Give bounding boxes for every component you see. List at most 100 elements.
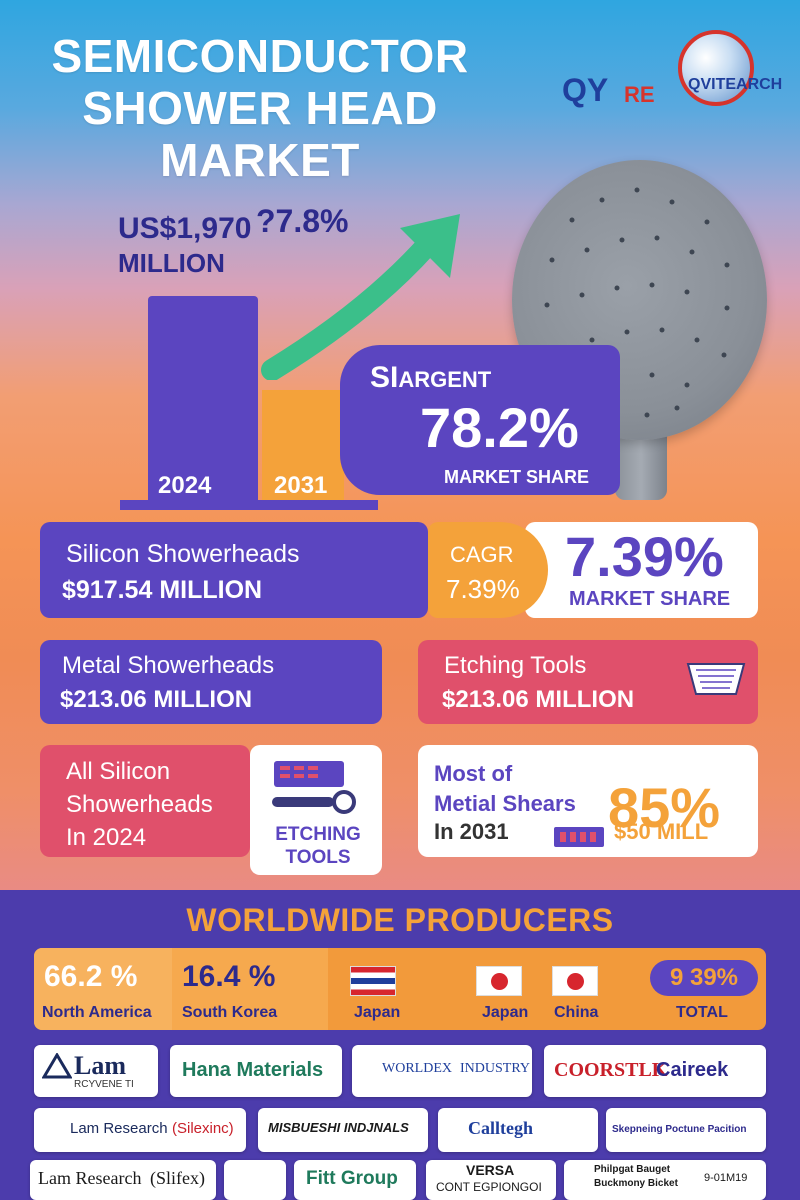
company-logo-mitsubishi: MISBUESHI INDJNALS xyxy=(258,1108,428,1152)
bar-2024-label: 2024 xyxy=(158,472,212,499)
lam-logo-icon xyxy=(42,1053,72,1079)
producers-strip: 66.2 % North America 16.4 % South Korea … xyxy=(34,948,766,1030)
company-name: Hana Materials xyxy=(182,1059,324,1081)
title-line-2: SHOWER HEAD xyxy=(82,82,438,134)
etching-tools-illustration-card: ETCHING TOOLS xyxy=(250,745,382,875)
company-logo-hana: Hana Materials xyxy=(170,1045,342,1097)
metal-showerheads-value: $213.06 MILLION xyxy=(60,686,253,713)
company-logo-philpgat: Philpgat Bauget Buckmony Bicket 9-01M19 xyxy=(564,1160,766,1200)
company-subname: Caireek xyxy=(656,1059,729,1081)
region-name: South Korea xyxy=(182,1004,278,1021)
total-label: TOTAL xyxy=(676,1004,728,1021)
etching-tools-name: Etching Tools xyxy=(444,652,587,679)
market-share-label: MARKET SHARE xyxy=(569,588,731,610)
market-share-value: 7.39% xyxy=(565,525,724,588)
bar-2031-label: 2031 xyxy=(274,472,328,499)
headline-cagr: ?7.8% xyxy=(256,203,349,239)
title-line-1: SEMICONDUCTOR xyxy=(51,30,469,82)
silicon-showerheads-value: $917.54 MILLION xyxy=(62,576,263,604)
company-subname: Buckmony Bicket xyxy=(594,1178,678,1189)
logo-re: RE xyxy=(624,82,655,107)
bar-2024: 2024 xyxy=(148,296,258,504)
company-logo-worldex: WORLDEX INDUSTRY xyxy=(352,1045,532,1097)
qyresearch-logo: QY RE QVITEARCH xyxy=(560,30,790,120)
company-name: Calltegh xyxy=(468,1118,533,1138)
company-subname: CONT EGPIONGOI xyxy=(436,1180,542,1194)
etching-tools-caption-line2: TOOLS xyxy=(285,847,351,868)
metal-shears-year: In 2031 xyxy=(434,819,509,844)
metal-shears-card: Most of Metial Shears In 2031 85% $50 MI… xyxy=(418,745,758,857)
etching-tools-card: Etching Tools $213.06 MILLION xyxy=(418,640,758,724)
company-logo-lam-slifex: Lam Research (Slifex) xyxy=(30,1160,216,1200)
metal-shears-line2: Metial Shears xyxy=(434,791,576,816)
company-name: Lam xyxy=(74,1051,126,1080)
cagr-label: CAGR xyxy=(450,542,514,567)
all-silicon-card: All Silicon Showerheads In 2024 xyxy=(40,745,250,857)
company-name: WORLDEX xyxy=(382,1061,452,1076)
company-name: Skepneing Poctune Pacition xyxy=(612,1124,747,1135)
company-name: Lam Research xyxy=(38,1168,142,1188)
market-size-unit: MILLION xyxy=(118,248,225,278)
company-logo-versa: VERSA CONT EGPIONGOI xyxy=(426,1160,556,1200)
region-japan: Japan xyxy=(328,948,444,1030)
cagr-value: 7.39% xyxy=(446,574,520,604)
total-pct: 9 39% xyxy=(650,960,758,996)
all-silicon-text: All Silicon Showerheads In 2024 xyxy=(66,755,213,854)
region-china: China xyxy=(530,948,646,1030)
company-subname: INDUSTRY xyxy=(460,1061,531,1076)
company-code: 9-01M19 xyxy=(704,1172,748,1184)
company-logo-fitt: Fitt Group xyxy=(294,1160,416,1200)
siargent-name-b: ARGENT xyxy=(398,367,492,392)
company-subname: RCYVENE TI xyxy=(74,1079,134,1090)
region-north-america: 66.2 % North America xyxy=(34,948,172,1030)
bar-baseline xyxy=(120,500,378,510)
metal-shears-text: Most of Metial Shears xyxy=(434,759,576,819)
siargent-share-label: MARKET SHARE xyxy=(444,467,590,487)
producers-title: WORLDWIDE PRODUCERS xyxy=(186,902,614,938)
metal-showerheads-name: Metal Showerheads xyxy=(62,652,275,679)
region-name: Japan xyxy=(354,1004,401,1021)
cagr-pill: CAGR 7.39% xyxy=(428,522,548,618)
company-logo-small xyxy=(224,1160,286,1200)
etching-tool-icon xyxy=(686,663,746,695)
company-name: Fitt Group xyxy=(306,1168,398,1189)
company-logo-coorstek: COORSTLK Caireek xyxy=(544,1045,766,1097)
region-pct: 16.4 % xyxy=(182,960,276,993)
region-name: China xyxy=(554,1004,599,1021)
etching-tool-icon xyxy=(272,761,356,814)
company-logo-calltegh: Calltegh xyxy=(438,1108,598,1152)
title-line-3: MARKET xyxy=(160,134,360,186)
company-logo-lam-silfex: Lam Research (Silexinc) xyxy=(34,1108,246,1152)
bar-2031: 2031 xyxy=(262,390,344,504)
siargent-share-card: SIARGENT 78.2% MARKET SHARE xyxy=(340,345,620,495)
flag-icon xyxy=(552,966,598,996)
metal-showerheads-card: Metal Showerheads $213.06 MILLION xyxy=(40,640,382,724)
growth-arrow-icon xyxy=(261,214,460,380)
market-size-value: US$1,970 xyxy=(118,212,252,245)
flag-icon xyxy=(350,966,396,996)
headline-market-size: US$1,970 ?7.8% MILLION xyxy=(118,204,348,280)
siargent-name-a: SI xyxy=(370,361,399,394)
company-subname: (Slifex) xyxy=(150,1168,205,1188)
logo-q: QY xyxy=(562,72,609,108)
all-silicon-line3: In 2024 xyxy=(66,824,147,851)
region-south-korea: 16.4 % South Korea xyxy=(172,948,328,1030)
region-name: Japan xyxy=(482,1004,529,1021)
silicon-showerheads-card: Silicon Showerheads $917.54 MILLION xyxy=(40,522,428,618)
flag-icon xyxy=(476,966,522,996)
company-name: Philpgat Bauget xyxy=(594,1164,671,1175)
region-name: North America xyxy=(42,1004,152,1021)
region-pct: 66.2 % xyxy=(44,960,138,993)
all-silicon-line1: All Silicon xyxy=(66,758,171,785)
market-share-card: 7.39% MARKET SHARE xyxy=(525,522,758,618)
metal-shears-mill: $50 MILL xyxy=(614,819,709,844)
company-name: COORSTLK xyxy=(554,1059,668,1081)
company-subname: (Silexinc) xyxy=(172,1120,234,1137)
globe-icon xyxy=(678,30,754,106)
etching-tools-caption: ETCHING TOOLS xyxy=(268,823,368,869)
etching-tools-value: $213.06 MILLION xyxy=(442,686,635,713)
company-name: MISBUESHI INDJNALS xyxy=(268,1120,409,1135)
page-title: SEMICONDUCTOR SHOWER HEAD MARKET xyxy=(30,30,490,186)
all-silicon-line2: Showerheads xyxy=(66,791,213,818)
company-name: VERSA xyxy=(466,1162,515,1178)
